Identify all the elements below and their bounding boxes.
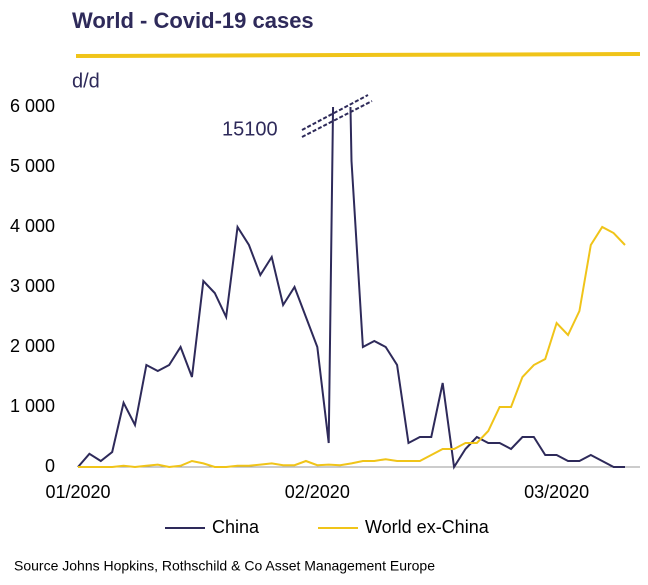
source: Source Johns Hopkins, Rothschild & Co As… bbox=[14, 558, 435, 574]
y-tick-label: 3 000 bbox=[10, 276, 55, 296]
y-tick-label: 0 bbox=[45, 456, 55, 476]
y-tick-label: 2 000 bbox=[10, 336, 55, 356]
y-tick-label: 6 000 bbox=[10, 96, 55, 116]
break-mark bbox=[301, 94, 369, 131]
legend-label: World ex-China bbox=[365, 517, 490, 537]
y-tick-label: 1 000 bbox=[10, 396, 55, 416]
break-mark bbox=[301, 100, 373, 138]
series-line bbox=[77, 107, 625, 470]
spike-label: 15100 bbox=[222, 118, 278, 140]
y-tick-label: 5 000 bbox=[10, 156, 55, 176]
title-rule bbox=[75, 52, 641, 58]
y-axis-label: d/d bbox=[72, 70, 100, 92]
x-tick-label: 03/2020 bbox=[524, 482, 589, 502]
y-tick-label: 4 000 bbox=[10, 216, 55, 236]
series-line bbox=[78, 225, 626, 469]
chart-title: World - Covid-19 cases bbox=[72, 8, 314, 33]
legend-label: China bbox=[212, 517, 260, 537]
x-tick-label: 02/2020 bbox=[285, 482, 350, 502]
x-tick-label: 01/2020 bbox=[45, 482, 110, 502]
